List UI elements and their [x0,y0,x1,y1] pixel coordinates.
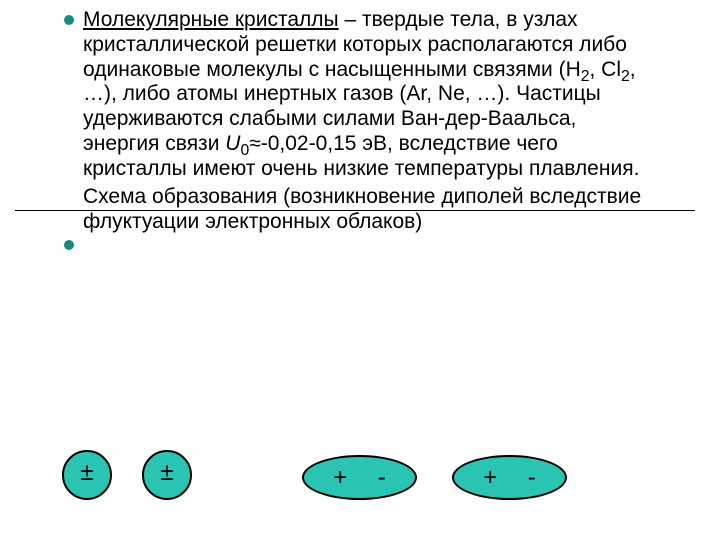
horizontal-line-1 [15,210,695,211]
title: Молекулярные кристаллы [83,8,339,31]
minus-symbol: - [378,466,386,490]
minus-symbol: - [528,466,536,490]
neutral-atom-2: ± [142,450,192,500]
bullet-2 [64,240,74,250]
dipole-1: +- [302,455,417,500]
bullet-1 [64,15,74,25]
dipole-2: +- [452,455,567,500]
p1-sub2: 2 [621,68,630,85]
u-var: U [225,132,240,155]
paragraph-1: Молекулярные кристаллы – твердые тела, в… [83,8,643,181]
plus-minus-symbol: ± [160,461,173,485]
plus-symbol: + [483,466,497,490]
p1-mid1: , Cl [590,58,622,81]
plus-symbol: + [333,466,347,490]
neutral-atom-1: ± [62,450,112,500]
text-content: Молекулярные кристаллы – твердые тела, в… [83,8,643,239]
plus-minus-symbol: ± [80,461,93,485]
